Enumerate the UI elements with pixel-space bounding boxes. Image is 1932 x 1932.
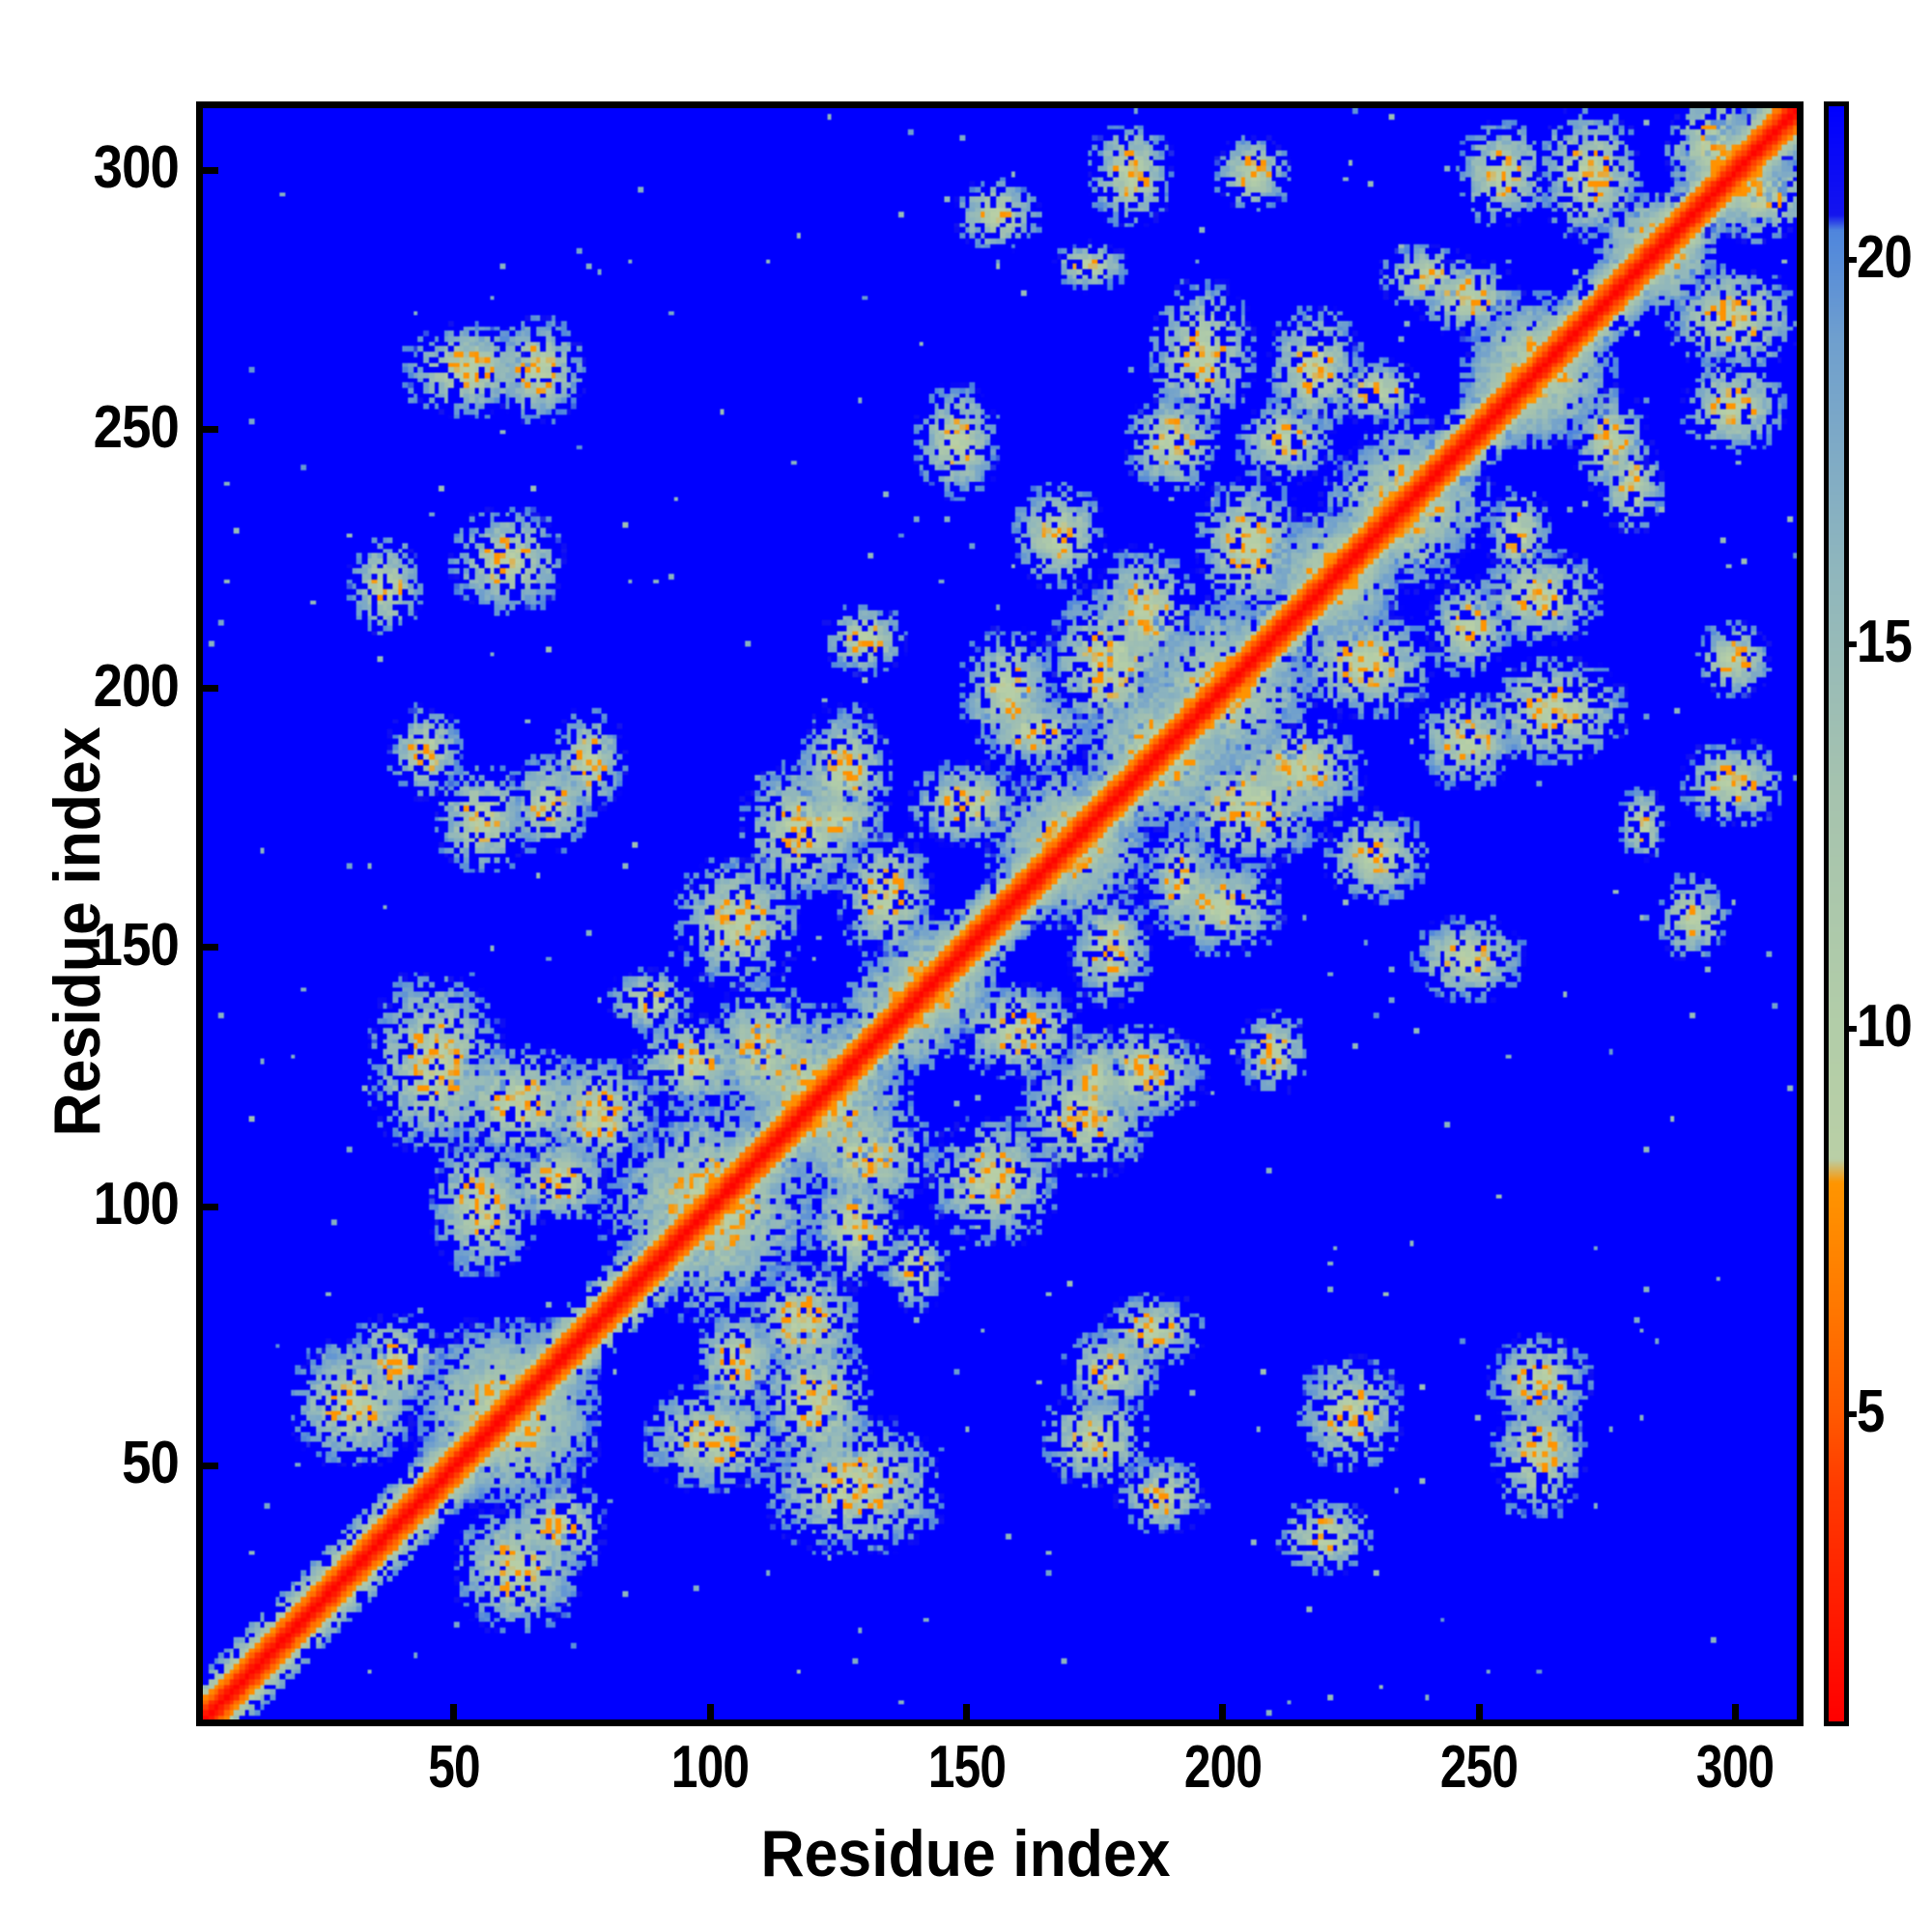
y-axis-tick-label: 200 bbox=[93, 652, 180, 720]
x-axis-tick-label: 250 bbox=[1439, 1734, 1519, 1801]
y-axis-tick-label: 100 bbox=[93, 1171, 180, 1238]
y-axis-tick bbox=[203, 166, 218, 174]
y-axis-tick-label: 250 bbox=[93, 393, 180, 461]
y-axis-tick-label: 50 bbox=[122, 1430, 180, 1497]
y-axis-title: Residue index bbox=[40, 448, 115, 1414]
contact-map-canvas bbox=[203, 108, 1797, 1719]
y-axis-tick bbox=[203, 1203, 218, 1210]
colorbar-tick-label-text: 15 bbox=[1857, 609, 1913, 676]
y-axis-tick bbox=[203, 685, 218, 693]
colorbar-tick-label: 10 bbox=[1857, 997, 1921, 1057]
x-axis-tick-label: 50 bbox=[428, 1734, 480, 1801]
colorbar-tick-label-text: 5 bbox=[1857, 1378, 1885, 1445]
colorbar-tick-label: 15 bbox=[1857, 612, 1921, 672]
colorbar-tick bbox=[1844, 257, 1857, 264]
x-axis-tick bbox=[1731, 1704, 1739, 1719]
colorbar-tick-label-text: 10 bbox=[1857, 993, 1913, 1061]
colorbar-tick-label-text: 20 bbox=[1857, 224, 1913, 292]
x-axis-tick-label: 100 bbox=[671, 1734, 750, 1801]
y-axis-title-text: Residue index bbox=[41, 725, 114, 1137]
colorbar-tick-label: 5 bbox=[1857, 1378, 1889, 1445]
x-axis-tick bbox=[1475, 1704, 1483, 1719]
x-axis-title-text: Residue index bbox=[760, 1817, 1172, 1890]
y-axis-tick bbox=[203, 426, 218, 434]
x-axis-tick-label: 200 bbox=[1183, 1734, 1263, 1801]
colorbar bbox=[1824, 101, 1849, 1726]
colorbar-gradient bbox=[1829, 106, 1844, 1721]
x-axis-tick-label: 150 bbox=[927, 1734, 1006, 1801]
y-axis-tick bbox=[203, 1462, 218, 1469]
x-axis-tick bbox=[963, 1704, 970, 1719]
y-axis-tick bbox=[203, 944, 218, 952]
x-axis-tick-label: 300 bbox=[1696, 1734, 1775, 1801]
colorbar-tick bbox=[1844, 641, 1857, 648]
x-axis-title: Residue index bbox=[0, 1816, 1932, 1891]
colorbar-tick bbox=[1844, 1410, 1857, 1417]
x-axis-tick bbox=[706, 1704, 714, 1719]
colorbar-tick-label: 20 bbox=[1857, 228, 1921, 288]
heatmap-plot-area bbox=[196, 101, 1804, 1726]
y-axis-tick-label: 300 bbox=[93, 134, 180, 202]
x-axis-tick bbox=[1219, 1704, 1227, 1719]
x-axis-tick bbox=[450, 1704, 458, 1719]
y-axis-tick-label: 150 bbox=[93, 911, 180, 979]
colorbar-tick bbox=[1844, 1026, 1857, 1033]
